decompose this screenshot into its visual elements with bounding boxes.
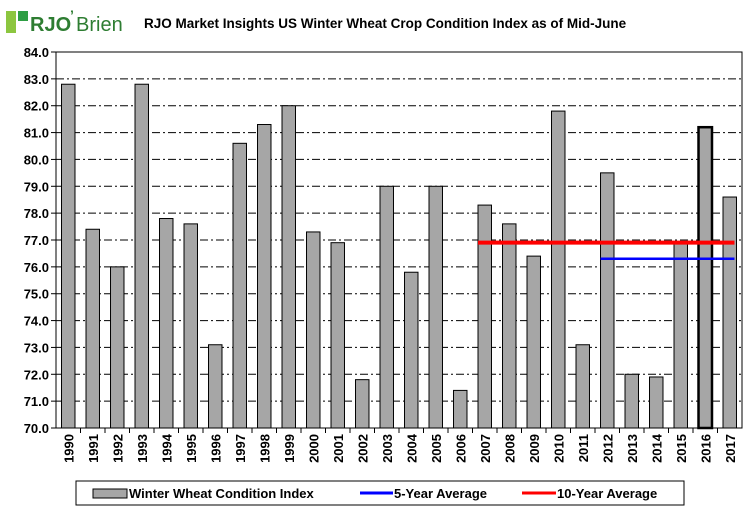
x-tick-label: 2011 [576, 434, 591, 462]
bar-2004 [404, 271, 419, 429]
legend-label-5yr: 5-Year Average [394, 486, 487, 501]
y-tick-label: 81.0 [24, 126, 49, 141]
x-tick-label: 2002 [355, 434, 370, 463]
x-tick-label: 2015 [674, 434, 689, 463]
bar-1998 [257, 124, 272, 429]
bar-2008 [502, 223, 517, 429]
x-tick-label: 2012 [600, 434, 615, 463]
logo-apostrophe: ’ [70, 7, 74, 23]
bar-1991 [85, 228, 100, 429]
x-tick-label: 2010 [551, 434, 566, 463]
x-tick-label: 1992 [110, 434, 125, 463]
bar-series [61, 83, 737, 430]
y-tick-label: 75.0 [24, 287, 49, 302]
x-tick-label: 2014 [649, 433, 664, 463]
bar-1993 [134, 83, 149, 429]
x-tick-label: 1999 [282, 434, 297, 463]
x-tick-label: 2005 [429, 434, 444, 463]
x-tick-label: 2000 [306, 434, 321, 463]
y-tick-label: 78.0 [24, 206, 49, 221]
y-tick-label: 71.0 [24, 394, 49, 409]
bar-1992 [110, 266, 125, 429]
x-tick-label: 1991 [86, 434, 101, 463]
x-tick-label: 1990 [61, 434, 76, 463]
y-tick-label: 76.0 [24, 260, 49, 275]
bar-1994 [159, 218, 174, 429]
x-tick-label: 1995 [184, 434, 199, 463]
reference-lines [478, 240, 735, 261]
x-axis: 1990 1991 1992 1993 1994 1995 1996 1997 1998 1999… [61, 428, 738, 463]
bar-1997 [232, 142, 247, 429]
x-tick-label: 1997 [233, 434, 248, 463]
y-tick-label: 79.0 [24, 179, 49, 194]
bar-2009 [526, 255, 541, 429]
y-tick-label: 77.0 [24, 233, 49, 248]
bar-2007 [477, 204, 492, 429]
bar-1999 [281, 105, 296, 429]
bar-2003 [379, 185, 394, 429]
x-tick-label: 2017 [723, 434, 738, 463]
x-tick-label: 2003 [380, 434, 395, 463]
x-tick-label: 2009 [527, 434, 542, 463]
x-tick-label: 1993 [135, 434, 150, 463]
bar-2016 [697, 125, 714, 430]
bar-2001 [330, 242, 345, 429]
x-tick-label: 2007 [478, 434, 493, 463]
chart-title: RJO Market Insights US Winter Wheat Crop… [144, 16, 627, 31]
x-tick-label: 2016 [698, 434, 713, 463]
rjo-logo: RJO ’ Brien [6, 7, 123, 36]
bar-2000 [306, 231, 321, 429]
x-tick-label: 2013 [625, 434, 640, 463]
logo-brand: RJO [30, 14, 71, 36]
logo-mark-icon [6, 11, 16, 33]
legend-swatch-bars [92, 488, 128, 499]
x-tick-label: 2006 [453, 434, 468, 463]
bar-2005 [428, 185, 443, 429]
x-tick-label: 1996 [208, 434, 223, 463]
bar-2014 [649, 376, 664, 429]
bar-2011 [575, 344, 590, 429]
bar-2010 [551, 110, 566, 429]
bar-2006 [453, 389, 468, 429]
y-tick-label: 80.0 [24, 152, 49, 167]
y-axis: 70.0 71.0 72.0 73.0 74.0 75.0 76.0 77.0 78.0 79.0… [24, 45, 56, 436]
bar-2012 [600, 172, 615, 429]
bar-1995 [183, 223, 198, 429]
y-tick-label: 84.0 [24, 45, 49, 60]
x-tick-label: 2008 [502, 434, 517, 463]
bar-2015 [673, 242, 688, 429]
legend-label-10yr: 10-Year Average [557, 486, 657, 501]
y-tick-label: 82.0 [24, 99, 49, 114]
legend: Winter Wheat Condition Index 5-Year Aver… [75, 480, 685, 506]
legend-label-bars: Winter Wheat Condition Index [129, 486, 315, 501]
bar-2013 [624, 373, 639, 429]
y-tick-label: 72.0 [24, 367, 49, 382]
x-tick-label: 2001 [331, 434, 346, 463]
logo-brand-suffix: Brien [76, 14, 123, 36]
y-tick-label: 74.0 [24, 314, 49, 329]
y-tick-label: 83.0 [24, 72, 49, 87]
bar-2017 [722, 196, 737, 429]
bar-2002 [355, 379, 370, 429]
y-tick-label: 73.0 [24, 340, 49, 355]
x-tick-label: 1998 [257, 434, 272, 463]
x-tick-label: 1994 [159, 433, 174, 463]
logo-mark-icon-top [18, 11, 28, 21]
x-tick-label: 2004 [404, 433, 419, 463]
bar-1996 [208, 344, 223, 429]
y-tick-label: 70.0 [24, 421, 49, 436]
bar-1990 [61, 83, 76, 429]
